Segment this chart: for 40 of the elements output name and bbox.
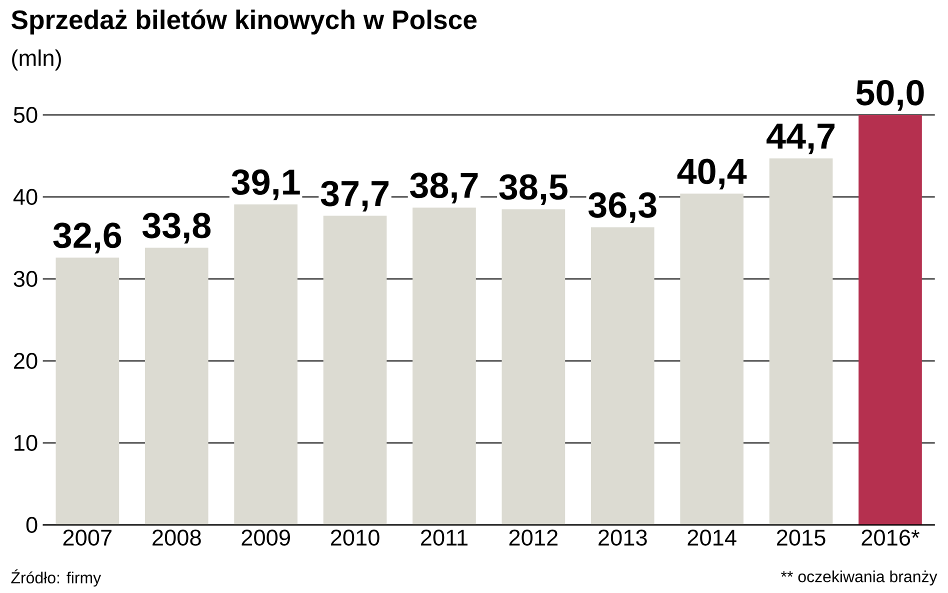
data-label: 39,1: [232, 169, 300, 200]
bar: [234, 204, 298, 525]
bar: [502, 209, 566, 525]
x-tick-label: 2007: [63, 530, 112, 546]
data-label: 44,7: [766, 124, 834, 154]
chart-subtitle: (mln): [12, 49, 61, 71]
bar: [769, 158, 833, 525]
chart-title: Sprzedaż biletów kinowych w Polsce: [11, 9, 477, 35]
y-tick-label: 20: [14, 352, 38, 369]
x-tick-label: 2015: [776, 530, 826, 546]
bar: [590, 227, 654, 525]
x-tick-label: 2014: [688, 530, 736, 546]
y-tick-label: 0: [26, 516, 38, 533]
y-tick-label: 50: [14, 106, 38, 123]
data-label: 38,5: [499, 174, 568, 205]
bar: [412, 208, 476, 525]
data-label: 36,3: [588, 192, 656, 224]
y-tick-label: 10: [14, 434, 38, 451]
y-tick-label: 30: [14, 270, 38, 287]
x-tick-label: 2011: [421, 530, 468, 546]
data-label: 33,8: [142, 212, 211, 244]
x-tick-label: 2009: [242, 530, 290, 546]
data-label: 40,4: [677, 158, 747, 190]
y-tick-label: 40: [13, 188, 38, 205]
text: Źródło: firmy: [11, 569, 102, 587]
x-tick-label: 2016*: [862, 530, 920, 546]
data-label: 32,6: [53, 222, 122, 254]
x-tick-label: 2010: [330, 530, 380, 546]
data-label: 37,7: [320, 180, 388, 212]
x-tick-label: 2008: [152, 530, 201, 546]
x-tick-label: 2012: [509, 530, 558, 546]
data-label: 38,7: [410, 172, 478, 204]
bar: [144, 248, 208, 525]
bar: [323, 216, 387, 525]
bar: [858, 114, 922, 525]
x-tick-label: 2013: [598, 530, 647, 546]
bar: [56, 258, 120, 525]
text: ** oczekiwania branży: [781, 570, 938, 586]
data-label: 50,0: [856, 80, 924, 111]
bar: [680, 194, 744, 525]
